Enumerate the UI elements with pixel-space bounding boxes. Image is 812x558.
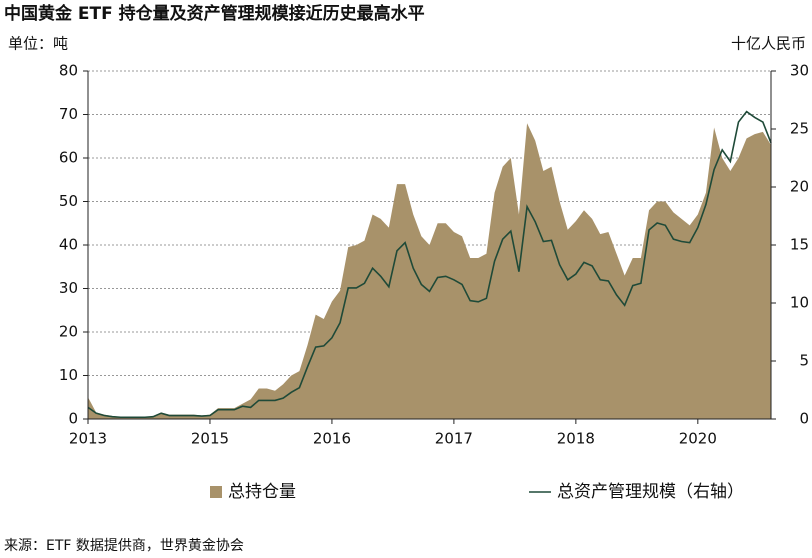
source-note: 来源：ETF 数据提供商，世界黄金协会 — [4, 537, 244, 554]
y-tick-label: 10 — [59, 366, 78, 384]
x-tick-label: 2013 — [69, 430, 107, 448]
legend-label: 总资产管理规模（右轴） — [557, 482, 744, 502]
area — [88, 123, 771, 419]
x-tick-label: 2020 — [679, 430, 717, 448]
x-tick-label: 2018 — [557, 430, 595, 448]
y-tick-label: 70 — [59, 105, 78, 123]
y2-tick-label: 30 — [790, 62, 809, 80]
y-tick-label: 60 — [59, 149, 78, 167]
y-axis-label: 单位：吨 — [8, 35, 68, 53]
y2-tick-label: 25 — [790, 120, 809, 138]
line — [87, 110, 772, 419]
y2-axis-label: 十亿人民币 — [731, 35, 806, 53]
y2-tick-label: 20 — [790, 178, 809, 196]
y2-tick-label: 5 — [799, 352, 809, 370]
chart-title: 中国黄金 ETF 持仓量及资产管理规模接近历史最高水平 — [4, 3, 425, 24]
x-tick-label: 2015 — [191, 430, 229, 448]
y2-tick-label: 15 — [790, 236, 809, 254]
y-tick-label: 30 — [59, 279, 78, 297]
y-tick-label: 80 — [59, 62, 78, 80]
y2-tick-label: 0 — [799, 410, 809, 428]
y-tick-label: 40 — [59, 236, 78, 254]
y-tick-label: 0 — [68, 410, 78, 428]
y2-tick-label: 10 — [790, 294, 809, 312]
legend-label: 总持仓量 — [228, 482, 296, 502]
x-tick-label: 2017 — [435, 430, 473, 448]
legend-swatch — [210, 486, 222, 498]
y-tick-label: 50 — [59, 192, 78, 210]
x-tick-label: 2016 — [313, 430, 351, 448]
y-tick-label: 20 — [59, 323, 78, 341]
